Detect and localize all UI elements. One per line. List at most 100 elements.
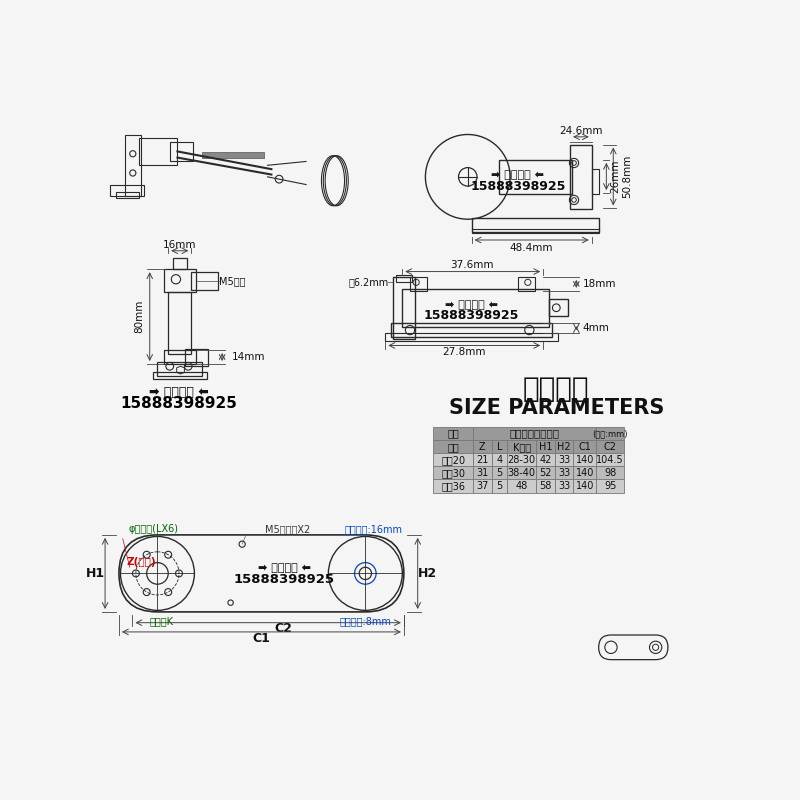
Text: H2: H2 [418, 567, 437, 580]
Text: 编码器固定片参数: 编码器固定片参数 [510, 429, 560, 438]
Bar [596, 479, 624, 493]
Text: 14mm: 14mm [231, 352, 265, 362]
Text: 48.4mm: 48.4mm [510, 242, 554, 253]
Bar [472, 218, 598, 231]
Text: 15888398925: 15888398925 [470, 180, 566, 194]
Text: Z: Z [479, 442, 486, 452]
Bar [410, 277, 427, 291]
Text: 37.6mm: 37.6mm [450, 261, 494, 270]
Bar [173, 258, 186, 270]
Text: 33: 33 [558, 468, 570, 478]
Text: ➡ 信源工控 ⬅: ➡ 信源工控 ⬅ [258, 563, 311, 573]
Bar [433, 427, 473, 440]
Text: H1: H1 [538, 442, 552, 452]
Bar [190, 271, 218, 290]
Text: φ孔大小(LX6): φ孔大小(LX6) [129, 524, 178, 534]
Bar [139, 138, 178, 166]
Bar [492, 454, 507, 466]
Text: 140: 140 [576, 468, 594, 478]
Text: 兤6.2mm: 兤6.2mm [348, 278, 389, 287]
Text: 42: 42 [539, 455, 552, 465]
Text: 38-40: 38-40 [508, 468, 536, 478]
Text: 58: 58 [539, 481, 552, 491]
Bar [498, 160, 572, 194]
Bar [473, 466, 492, 479]
Bar [433, 454, 473, 466]
Bar [507, 466, 536, 479]
Bar [549, 299, 568, 316]
Bar [596, 466, 624, 479]
Text: 15888398925: 15888398925 [121, 397, 238, 411]
Bar [492, 440, 507, 454]
Text: L: L [497, 442, 502, 452]
Text: 尺寸参数: 尺寸参数 [523, 374, 590, 402]
Text: SIZE PARAMETERS: SIZE PARAMETERS [449, 398, 664, 418]
Text: 4mm: 4mm [582, 322, 610, 333]
Bar [596, 454, 624, 466]
Text: 止口20: 止口20 [441, 455, 465, 465]
Text: 33: 33 [558, 481, 570, 491]
Text: 140: 140 [576, 455, 594, 465]
Text: ➡ 信源工控 ⬅: ➡ 信源工控 ⬅ [149, 386, 209, 399]
Bar [574, 440, 596, 454]
Bar [163, 270, 196, 292]
Text: 止口36: 止口36 [441, 481, 465, 491]
Text: 15888398925: 15888398925 [424, 309, 519, 322]
Text: K孔距: K孔距 [513, 442, 530, 452]
Text: C1: C1 [253, 632, 270, 646]
Bar [170, 142, 193, 162]
Bar [554, 454, 574, 466]
Bar [473, 479, 492, 493]
Text: 104.5: 104.5 [596, 455, 624, 465]
Bar [536, 466, 554, 479]
Text: ➡ 信源工控 ⬅: ➡ 信源工控 ⬅ [445, 301, 498, 310]
Text: 15888398925: 15888398925 [234, 573, 335, 586]
Bar [396, 274, 411, 282]
Text: 轴承直径:16mm: 轴承直径:16mm [344, 524, 402, 534]
Text: 5: 5 [496, 481, 502, 491]
Text: 参数: 参数 [447, 429, 459, 438]
Text: 28-30: 28-30 [507, 455, 536, 465]
Text: 轴承内孔:8mm: 轴承内孔:8mm [339, 617, 391, 626]
Bar [507, 440, 536, 454]
Text: 名称: 名称 [447, 442, 459, 452]
Bar [125, 134, 141, 196]
Bar [574, 466, 596, 479]
Text: 止口30: 止口30 [441, 468, 465, 478]
Text: 18mm: 18mm [582, 279, 616, 289]
Bar [492, 466, 507, 479]
Text: 33: 33 [558, 455, 570, 465]
Bar [554, 440, 574, 454]
Text: (单位:mm): (单位:mm) [593, 429, 628, 438]
Bar [536, 454, 554, 466]
Bar [116, 192, 139, 198]
Bar [507, 454, 536, 466]
Bar [536, 440, 554, 454]
Bar [536, 479, 554, 493]
Bar [570, 145, 592, 209]
Text: 孔距禿K: 孔距禿K [150, 617, 174, 626]
Bar [518, 277, 534, 291]
Text: M5螺纹: M5螺纹 [219, 276, 246, 286]
Text: 48: 48 [515, 481, 528, 491]
Text: 50.8mm: 50.8mm [622, 154, 632, 198]
Bar [492, 479, 507, 493]
Bar [596, 427, 624, 440]
Bar [473, 454, 492, 466]
Text: 21: 21 [476, 455, 489, 465]
Bar [163, 350, 196, 364]
Text: 80mm: 80mm [134, 299, 144, 333]
Bar [185, 349, 208, 366]
Bar [592, 169, 599, 194]
Text: H2: H2 [557, 442, 571, 452]
Bar [596, 440, 624, 454]
Bar [110, 185, 144, 196]
Bar [473, 427, 596, 440]
Bar [574, 454, 596, 466]
Bar [554, 479, 574, 493]
Bar [158, 362, 202, 375]
Bar [433, 440, 473, 454]
Text: 27.8mm: 27.8mm [442, 347, 486, 358]
Bar [202, 152, 264, 158]
Text: 95: 95 [604, 481, 616, 491]
